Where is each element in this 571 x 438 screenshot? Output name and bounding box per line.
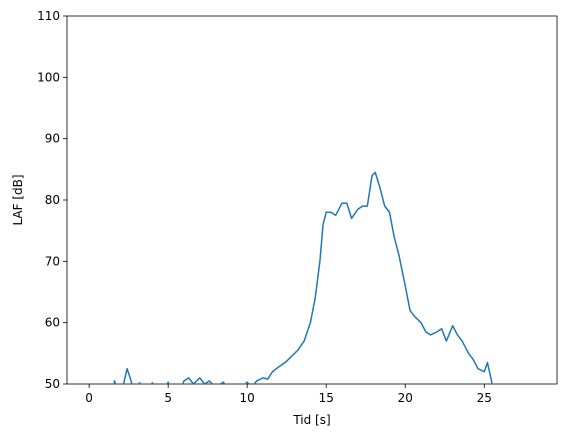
x-tick-label: 5 (164, 391, 172, 405)
x-tick-label: 0 (85, 391, 93, 405)
y-tick-label: 100 (37, 70, 60, 84)
y-tick-label: 70 (45, 254, 60, 268)
x-tick-label: 10 (240, 391, 255, 405)
y-tick-label: 80 (45, 193, 60, 207)
x-tick-label: 15 (319, 391, 334, 405)
y-tick-label: 60 (45, 316, 60, 330)
x-tick-label: 20 (398, 391, 413, 405)
y-axis-label: LAF [dB] (11, 174, 25, 225)
plot-frame (66, 15, 558, 385)
y-tick-label: 110 (37, 9, 60, 23)
y-tick-label: 90 (45, 132, 60, 146)
x-tick-label: 25 (477, 391, 492, 405)
x-axis-label: Tid [s] (292, 413, 330, 427)
data-line (113, 171, 493, 384)
y-tick-label: 50 (45, 377, 60, 391)
